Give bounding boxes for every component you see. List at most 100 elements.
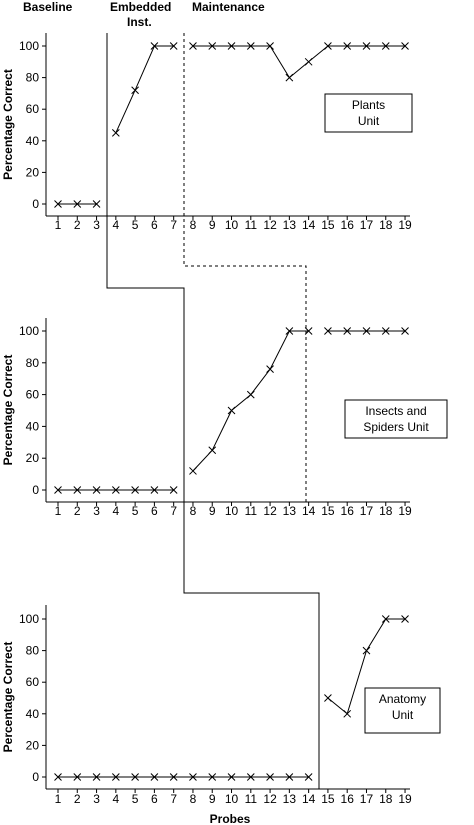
x-tick-label: 1 (55, 792, 62, 806)
x-tick-label: 15 (321, 218, 335, 232)
data-point (150, 42, 159, 50)
data-point (266, 773, 274, 781)
data-point (227, 773, 236, 781)
x-tick-label: 7 (170, 504, 177, 518)
y-tick-label: 20 (26, 165, 40, 179)
x-tick-label: 11 (245, 504, 258, 518)
data-point (131, 486, 139, 494)
y-tick-label: 0 (32, 197, 39, 211)
data-point (381, 327, 390, 335)
x-tick-label: 11 (245, 792, 258, 806)
data-point (227, 42, 236, 50)
y-tick-label: 60 (26, 388, 40, 402)
unit-label-line: Insects and (365, 404, 426, 418)
x-tick-label: 6 (151, 218, 158, 232)
data-point (362, 646, 371, 655)
data-point (150, 773, 159, 781)
y-tick-label: 40 (26, 134, 40, 148)
y-tick-label: 0 (32, 483, 39, 497)
data-point (189, 773, 197, 781)
data-point (54, 486, 62, 494)
data-point (73, 200, 82, 208)
y-tick-label: 40 (26, 707, 40, 721)
x-tick-label: 11 (245, 218, 258, 232)
x-tick-label: 6 (151, 504, 158, 518)
x-tick-label: 10 (225, 504, 239, 518)
data-point (401, 615, 409, 623)
series-line (193, 45, 405, 79)
x-tick-label: 15 (321, 792, 335, 806)
unit-label-line: Spiders Unit (363, 420, 429, 434)
x-tick-label: 7 (170, 218, 177, 232)
data-point (92, 200, 101, 208)
x-tick-label: 9 (209, 218, 216, 232)
y-axis-title: Percentage Correct (1, 642, 15, 753)
x-tick-label: 2 (74, 218, 81, 232)
data-point (304, 57, 313, 66)
x-tick-label: 4 (112, 218, 119, 232)
data-point (208, 773, 217, 781)
x-tick-label: 16 (341, 792, 355, 806)
x-tick-label: 5 (132, 504, 139, 518)
x-tick-label: 14 (302, 218, 316, 232)
data-point (111, 773, 120, 781)
x-tick-label: 2 (74, 792, 81, 806)
data-point (343, 709, 352, 718)
x-tick-label: 16 (341, 504, 355, 518)
data-point (285, 327, 294, 335)
data-point (246, 42, 255, 50)
x-tick-label: 8 (190, 792, 197, 806)
x-tick-label: 4 (112, 504, 119, 518)
x-tick-label: 12 (263, 792, 277, 806)
data-point (324, 327, 332, 335)
data-point (401, 327, 409, 335)
data-point (343, 42, 352, 50)
data-point (92, 773, 101, 781)
x-tick-label: 1 (55, 218, 62, 232)
x-tick-label: 14 (302, 504, 316, 518)
y-tick-label: 20 (26, 738, 40, 752)
x-tick-label: 9 (209, 504, 216, 518)
x-tick-label: 17 (360, 218, 374, 232)
data-point (131, 86, 139, 95)
x-tick-label: 18 (379, 218, 393, 232)
data-point (381, 42, 390, 50)
data-point (266, 365, 274, 374)
x-tick-label: 17 (360, 504, 374, 518)
unit-label-line: Anatomy (379, 692, 426, 706)
y-tick-label: 100 (19, 612, 39, 626)
phase-label-baseline: Baseline (23, 0, 73, 14)
x-tick-label: 12 (263, 218, 277, 232)
unit-label-line: Unit (358, 114, 380, 128)
data-point (73, 486, 82, 494)
x-tick-label: 13 (283, 504, 297, 518)
data-point (169, 486, 178, 494)
data-point (111, 129, 120, 137)
data-point (246, 390, 255, 399)
x-tick-label: 6 (151, 792, 158, 806)
data-point (401, 42, 409, 50)
x-tick-label: 4 (112, 792, 119, 806)
y-tick-label: 80 (26, 356, 40, 370)
data-point (189, 42, 197, 50)
data-point (189, 467, 197, 475)
data-point (169, 42, 178, 50)
x-tick-label: 9 (209, 792, 216, 806)
x-tick-label: 17 (360, 792, 374, 806)
data-point (73, 773, 82, 781)
unit-label-line: Plants (352, 98, 385, 112)
y-tick-label: 80 (26, 71, 40, 85)
data-point (111, 486, 120, 494)
y-axis-title: Percentage Correct (1, 355, 15, 466)
data-point (246, 773, 255, 781)
x-tick-label: 13 (283, 218, 297, 232)
y-tick-label: 100 (19, 39, 39, 53)
x-tick-label: 19 (398, 792, 412, 806)
x-tick-label: 19 (398, 218, 412, 232)
y-tick-label: 20 (26, 451, 40, 465)
data-point (92, 486, 101, 494)
x-tick-label: 18 (379, 792, 393, 806)
